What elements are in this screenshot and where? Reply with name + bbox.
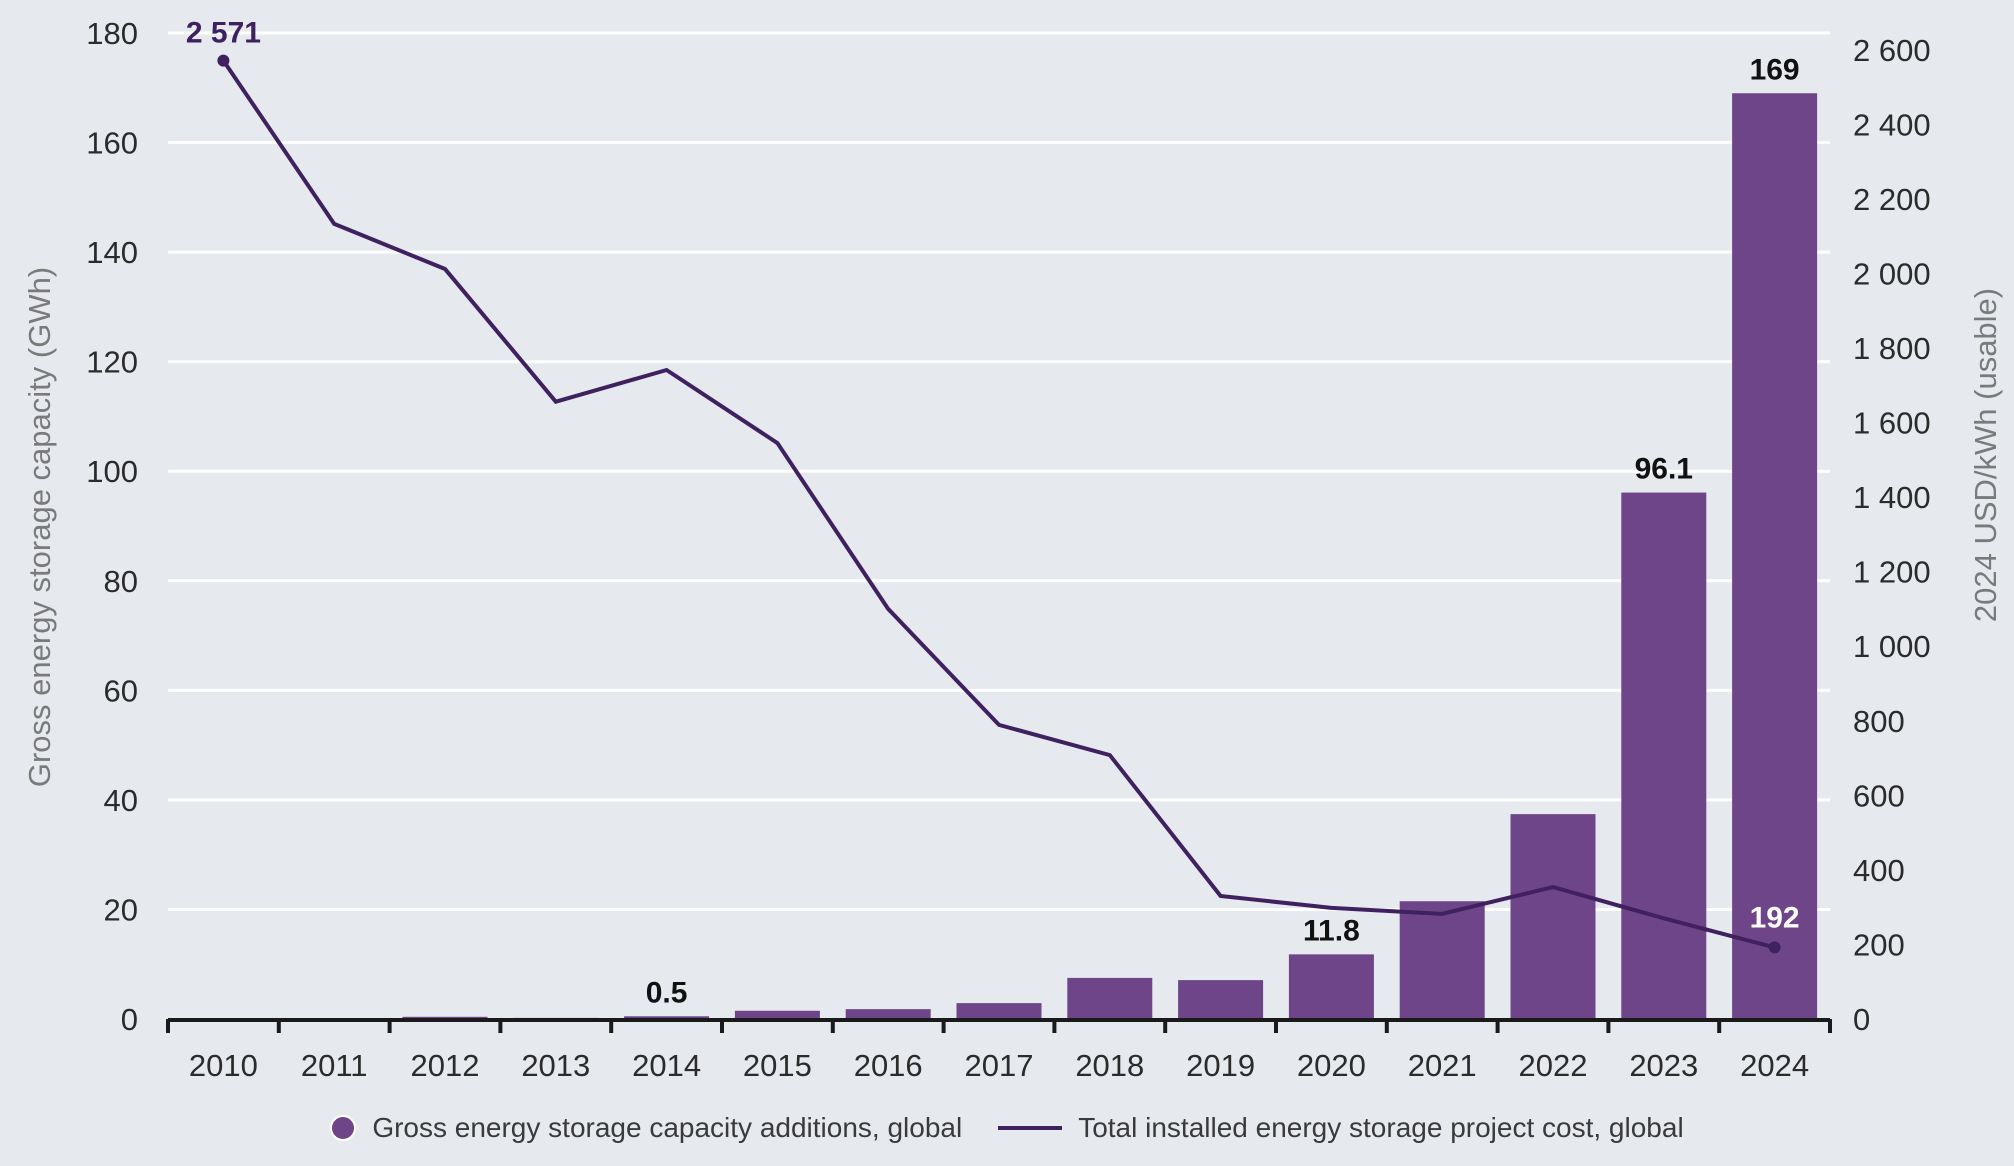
left-tick-label: 140 bbox=[86, 235, 138, 270]
bar-2024 bbox=[1732, 93, 1818, 1019]
x-tick-label: 2023 bbox=[1629, 1048, 1698, 1083]
bar-2023 bbox=[1621, 492, 1707, 1019]
left-tick-label: 40 bbox=[104, 783, 138, 818]
x-axis: 2010 2011 2012 2013 2014 2015 2016 2017 2018 2019… bbox=[166, 1018, 1832, 1083]
right-tick-label: 600 bbox=[1853, 778, 1905, 813]
x-tick-label: 2015 bbox=[743, 1048, 812, 1083]
right-tick-label: 1 200 bbox=[1853, 555, 1931, 590]
bar-2021 bbox=[1399, 901, 1485, 1019]
right-tick-label: 1 400 bbox=[1853, 480, 1931, 515]
x-tick-label: 2017 bbox=[965, 1048, 1034, 1083]
right-axis-title: 2024 USD/kWh (usable) bbox=[1968, 288, 2003, 622]
bar-2019 bbox=[1178, 980, 1264, 1019]
x-tick-label: 2010 bbox=[189, 1048, 258, 1083]
x-tick-label: 2013 bbox=[521, 1048, 590, 1083]
right-tick-label: 2 600 bbox=[1853, 33, 1931, 68]
left-tick-label: 160 bbox=[86, 126, 138, 161]
bar-2012 bbox=[402, 1016, 488, 1019]
left-tick-label: 20 bbox=[104, 892, 138, 927]
left-tick-label: 60 bbox=[104, 673, 138, 708]
left-tick-label: 120 bbox=[86, 345, 138, 380]
right-tick-label: 1 600 bbox=[1853, 406, 1931, 441]
right-tick-label: 2 200 bbox=[1853, 182, 1931, 217]
legend-label-line: Total installed energy storage project c… bbox=[1078, 1112, 1684, 1143]
cost-line-path bbox=[221, 59, 1776, 950]
left-tick-label: 80 bbox=[104, 564, 138, 599]
bar-2014 bbox=[624, 1016, 710, 1019]
data-label-2020: 11.8 bbox=[1303, 914, 1360, 947]
bars bbox=[402, 93, 1818, 1019]
right-y-axis: 0 200 400 600 800 1 000 1 200 1 400 1 600 1 800 2 … bbox=[1853, 33, 1931, 1037]
x-tick-label: 2012 bbox=[411, 1048, 480, 1083]
x-tick-label: 2021 bbox=[1408, 1048, 1477, 1083]
right-tick-label: 1 000 bbox=[1853, 629, 1931, 664]
data-label-2023: 96.1 bbox=[1635, 453, 1693, 486]
legend-item-line[interactable]: Total installed energy storage project c… bbox=[998, 1112, 1684, 1144]
bar-2017 bbox=[956, 1003, 1042, 1019]
x-tick-label: 2020 bbox=[1297, 1048, 1366, 1083]
left-y-axis: 0 20 40 60 80 100 120 140 160 180 bbox=[86, 16, 138, 1037]
x-tick-label: 2024 bbox=[1740, 1048, 1809, 1083]
right-tick-label: 2 400 bbox=[1853, 107, 1931, 142]
x-tick-label: 2018 bbox=[1075, 1048, 1144, 1083]
left-tick-label: 0 bbox=[121, 1002, 138, 1037]
x-tick-label: 2016 bbox=[854, 1048, 923, 1083]
bar-2020 bbox=[1288, 954, 1374, 1019]
bar-2022 bbox=[1510, 814, 1596, 1019]
bar-2016 bbox=[845, 1009, 931, 1019]
legend-item-bars[interactable]: Gross energy storage capacity additions,… bbox=[330, 1112, 962, 1144]
legend-line-icon bbox=[998, 1126, 1063, 1130]
x-tick-label: 2019 bbox=[1186, 1048, 1255, 1083]
right-tick-label: 1 800 bbox=[1853, 331, 1931, 366]
bar-2018 bbox=[1067, 977, 1153, 1019]
legend-circle-icon bbox=[330, 1115, 357, 1141]
bar-2015 bbox=[734, 1010, 820, 1019]
legend: Gross energy storage capacity additions,… bbox=[0, 1112, 2014, 1144]
legend-label-bars: Gross energy storage capacity additions,… bbox=[372, 1112, 963, 1143]
data-label-2024: 169 bbox=[1750, 53, 1800, 86]
data-label-2014: 0.5 bbox=[646, 976, 688, 1009]
line-endpoint-2010 bbox=[217, 54, 230, 67]
x-tick-label: 2022 bbox=[1519, 1048, 1588, 1083]
right-tick-label: 0 bbox=[1853, 1002, 1870, 1037]
left-tick-label: 180 bbox=[86, 16, 138, 51]
left-tick-label: 100 bbox=[86, 454, 138, 489]
cost-line bbox=[217, 54, 1781, 954]
data-label-2010: 2 571 bbox=[186, 17, 261, 50]
line-endpoint-2024 bbox=[1768, 941, 1781, 954]
x-tick-label: 2014 bbox=[632, 1048, 701, 1083]
right-tick-label: 2 000 bbox=[1853, 256, 1931, 291]
right-tick-label: 400 bbox=[1853, 853, 1905, 888]
data-label-2024: 192 bbox=[1750, 901, 1800, 934]
x-tick-label: 2011 bbox=[301, 1048, 368, 1083]
right-tick-label: 800 bbox=[1853, 704, 1905, 739]
gridlines bbox=[168, 31, 1830, 911]
data-labels: 0.5 11.8 96.1 169 2 571 192 bbox=[186, 17, 1800, 1010]
left-axis-title: Gross energy storage capacity (GWh) bbox=[22, 267, 57, 787]
right-tick-label: 200 bbox=[1853, 927, 1905, 962]
